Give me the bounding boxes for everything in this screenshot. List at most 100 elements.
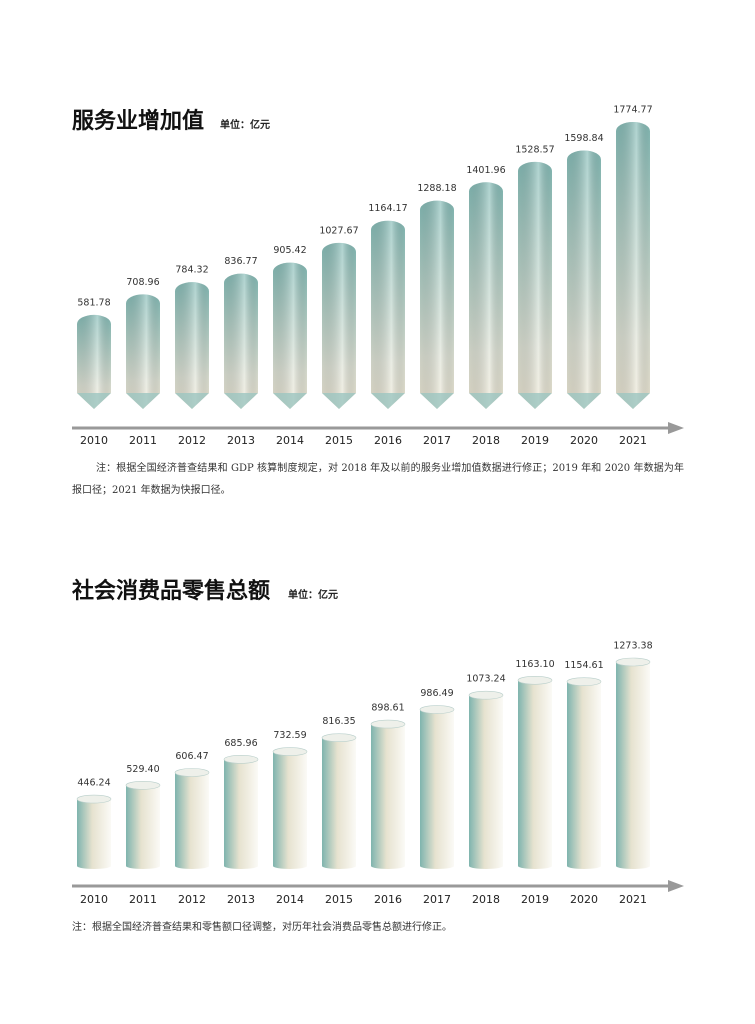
x-tick-label: 2018 [472, 893, 500, 906]
axis-arrow [668, 422, 684, 434]
bar-tip [77, 393, 111, 409]
bar-top [419, 705, 455, 714]
note: 注：根据全国经济普查结果和 GDP 核算制度规定，对 2018 年及以前的服务业… [72, 463, 684, 496]
note: 注：根据全国经济普查结果和零售额口径调整，对历年社会消费品零售总额进行修正。 [72, 922, 452, 933]
value-label: 1073.24 [466, 674, 505, 685]
value-label: 1774.77 [613, 105, 652, 116]
bar-shade [175, 282, 209, 409]
x-tick-label: 2015 [325, 434, 353, 447]
bar-tip [567, 393, 601, 409]
x-tick-label: 2016 [374, 893, 402, 906]
value-label: 986.49 [420, 688, 453, 699]
value-label: 1154.61 [564, 660, 603, 671]
value-label: 898.61 [371, 703, 404, 714]
x-tick-label: 2010 [80, 434, 108, 447]
bar [420, 705, 454, 869]
bar-shade [322, 242, 356, 409]
value-label: 1273.38 [613, 641, 652, 652]
bar-tip [420, 393, 454, 409]
value-label: 708.96 [126, 277, 159, 288]
value-label: 1163.10 [515, 659, 554, 670]
value-label: 784.32 [175, 265, 208, 276]
bar [273, 747, 307, 869]
bar [616, 658, 650, 869]
x-tick-label: 2012 [178, 893, 206, 906]
x-tick-label: 2012 [178, 434, 206, 447]
bar-shade [77, 314, 111, 409]
x-tick-label: 2017 [423, 893, 451, 906]
unit-label: 单位：亿元 [220, 118, 270, 131]
x-tick-label: 2013 [227, 434, 255, 447]
x-tick-label: 2018 [472, 434, 500, 447]
bar-tip [616, 393, 650, 409]
value-label: 1598.84 [564, 133, 603, 144]
x-tick-label: 2020 [570, 893, 598, 906]
bar [224, 755, 258, 869]
value-label: 836.77 [224, 256, 257, 267]
value-label: 1401.96 [466, 165, 505, 176]
bar-top [370, 719, 406, 729]
bar [126, 781, 160, 869]
x-tick-label: 2013 [227, 893, 255, 906]
axis-arrow [668, 880, 684, 892]
x-tick-label: 2021 [619, 893, 647, 906]
bar [518, 676, 552, 869]
bar-tip [175, 393, 209, 409]
bar-top [125, 780, 161, 790]
value-label: 1288.18 [417, 183, 456, 194]
bar-shade [567, 150, 601, 409]
x-tick-label: 2017 [423, 434, 451, 447]
bar-shade [469, 182, 503, 409]
bar-top [76, 794, 112, 804]
x-tick-label: 2019 [521, 893, 549, 906]
bar-shade [616, 122, 650, 409]
value-label: 905.42 [273, 245, 306, 256]
bar-shade [273, 262, 307, 409]
bar-tip [518, 393, 552, 409]
value-label: 446.24 [77, 778, 110, 789]
bar [322, 733, 356, 869]
x-tick-label: 2016 [374, 434, 402, 447]
bar-tip [322, 393, 356, 409]
x-tick-label: 2010 [80, 893, 108, 906]
bar-shade [224, 273, 258, 409]
bar-tip [371, 393, 405, 409]
x-tick-label: 2011 [129, 434, 157, 447]
unit-label: 单位：亿元 [288, 588, 338, 601]
x-tick-label: 2015 [325, 893, 353, 906]
bar-top [615, 657, 651, 667]
value-label: 1164.17 [368, 203, 407, 214]
x-tick-label: 2014 [276, 434, 304, 447]
value-label: 581.78 [77, 297, 110, 308]
bar-tip [273, 393, 307, 409]
bar [371, 720, 405, 869]
bar-shade [126, 294, 160, 409]
bar-shade [518, 161, 552, 409]
x-tick-label: 2014 [276, 893, 304, 906]
bar-top [223, 755, 259, 764]
x-tick-label: 2020 [570, 434, 598, 447]
chart-title: 社会消费品零售总额 [72, 578, 270, 604]
bar-top [321, 733, 357, 743]
bar-shade [420, 200, 454, 409]
chart-title: 服务业增加值 [72, 108, 204, 134]
x-tick-label: 2019 [521, 434, 549, 447]
bar-top [468, 690, 504, 700]
x-tick-label: 2021 [619, 434, 647, 447]
bar [567, 677, 601, 869]
value-label: 1027.67 [319, 225, 358, 236]
bar-tip [469, 393, 503, 409]
bar [175, 768, 209, 869]
bar [77, 795, 111, 869]
value-label: 1528.57 [515, 144, 554, 155]
value-label: 685.96 [224, 738, 257, 749]
bar-top [272, 747, 308, 756]
bar-shade [371, 220, 405, 409]
value-label: 529.40 [126, 764, 159, 775]
bar [469, 691, 503, 869]
x-tick-label: 2011 [129, 893, 157, 906]
bar-tip [224, 393, 258, 409]
bar-tip [126, 393, 160, 409]
